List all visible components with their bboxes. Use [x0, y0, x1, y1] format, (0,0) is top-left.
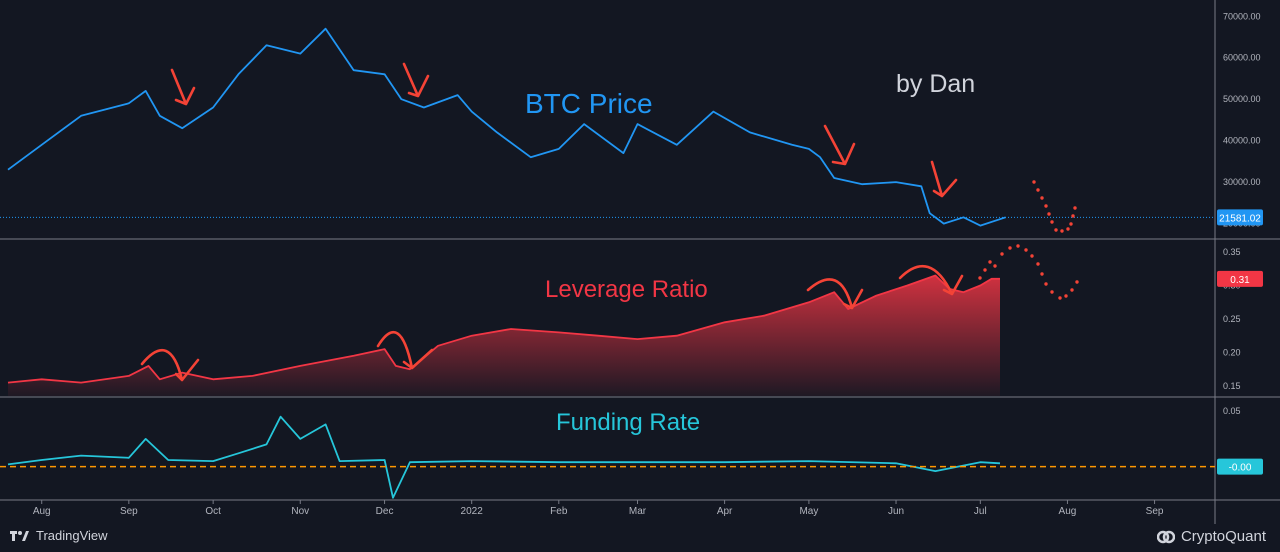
red-arrow-icon — [823, 124, 856, 166]
annotation-arrows — [140, 62, 964, 382]
red-arrow-icon — [170, 68, 196, 106]
red-arrow-icon — [402, 62, 430, 98]
red-arrow-icon — [140, 349, 200, 382]
chart-canvas: 70000.00 60000.00 50000.00 40000.00 30000.00… — [0, 0, 1280, 524]
forecast-dot — [1016, 244, 1020, 248]
forecast-dot — [1030, 254, 1034, 258]
forecast-dot — [1050, 220, 1054, 224]
btc-price-y-tick-label: 60000.00 — [1223, 53, 1261, 63]
leverage-ratio-title: Leverage Ratio — [545, 276, 708, 303]
funding-rate-current-value-badge — [1217, 458, 1263, 475]
cryptoquant-icon — [1156, 530, 1175, 543]
x-tick-label: May — [799, 506, 818, 517]
forecast-dot — [1036, 262, 1040, 266]
btc-price-y-tick-label: 40000.00 — [1223, 136, 1261, 146]
btc-price-current-value-badge — [1217, 209, 1263, 226]
forecast-dot — [1066, 227, 1070, 231]
btc-price-panel: 70000.00 60000.00 50000.00 40000.00 30000.00… — [0, 11, 1263, 229]
forecast-dot — [1073, 206, 1077, 210]
btc-price-y-tick-label: 30000.00 — [1223, 177, 1261, 187]
x-tick-label: Nov — [291, 506, 309, 517]
btc-price-y-tick-label: 70000.00 — [1223, 11, 1261, 21]
leverage-ratio-area — [8, 275, 1000, 396]
forecast-dot — [1071, 214, 1075, 218]
x-tick-label: 2022 — [461, 506, 484, 517]
btc-price-current-value-label: 21581.02 — [1219, 213, 1261, 224]
forecast-dot — [1040, 272, 1044, 276]
forecast-dot — [1070, 288, 1074, 292]
forecast-dot — [1064, 294, 1068, 298]
x-tick-label: Mar — [629, 506, 647, 517]
forecast-dot — [1008, 246, 1012, 250]
leverage-ratio-y-tick-label: 0.20 — [1223, 348, 1241, 358]
leverage-ratio-panel: 0.350.300.250.200.150.31 — [7, 247, 1263, 396]
footer-bar: TradingView CryptoQuant — [0, 524, 1280, 552]
forecast-dot — [1047, 212, 1051, 216]
x-tick-label: Sep — [120, 506, 138, 517]
x-tick-label: Feb — [550, 506, 568, 517]
forecast-dot — [1040, 196, 1044, 200]
leverage-ratio-y-tick-label: 0.35 — [1223, 247, 1241, 257]
x-tick-label: Jul — [974, 506, 987, 517]
red-arrow-icon — [898, 265, 964, 296]
forecast-dot — [988, 260, 992, 264]
x-tick-label: Dec — [376, 506, 394, 517]
btc-price-series-line — [7, 27, 1006, 227]
tradingview-icon — [10, 530, 29, 541]
cryptoquant-label: CryptoQuant — [1180, 528, 1266, 545]
funding-rate-y-tick-label: 0.05 — [1223, 406, 1241, 416]
forecast-dot — [1032, 180, 1036, 184]
tradingview-logo[interactable]: TradingView — [10, 528, 108, 543]
leverage-ratio-series-line — [7, 274, 1000, 384]
forecast-dot — [1036, 188, 1040, 192]
x-tick-label: Aug — [1059, 506, 1077, 517]
btc-price-y-tick-label: 50000.00 — [1223, 94, 1261, 104]
forecast-dot — [1024, 248, 1028, 252]
x-tick-label: Jun — [888, 506, 904, 517]
funding-rate-series-line — [7, 415, 1001, 499]
author-label: by Dan — [896, 70, 976, 98]
leverage-ratio-y-tick-label: 0.25 — [1223, 314, 1241, 324]
btc-price-title: BTC Price — [525, 88, 653, 119]
red-arrow-icon — [376, 330, 434, 370]
forecast-dot — [1050, 290, 1054, 294]
forecast-dot — [1060, 229, 1064, 233]
forecast-dot — [1075, 280, 1079, 284]
forecast-dot — [1044, 204, 1048, 208]
x-tick-label: Apr — [717, 506, 733, 517]
red-arrow-icon — [930, 160, 958, 198]
forecast-dot — [1069, 222, 1073, 226]
forecast-dot — [1058, 296, 1062, 300]
funding-rate-panel: 0.05 -0.00 — [0, 406, 1263, 499]
cryptoquant-logo: CryptoQuant — [1156, 528, 1266, 545]
forecast-dot — [983, 268, 987, 272]
funding-rate-title: Funding Rate — [556, 409, 701, 436]
forecast-dot — [1000, 252, 1004, 256]
leverage-ratio-y-tick-label: 0.15 — [1223, 381, 1241, 391]
forecast-dot — [978, 276, 982, 280]
forecast-dot — [993, 264, 997, 268]
x-tick-label: Sep — [1146, 506, 1164, 517]
forecast-dot — [1054, 228, 1058, 232]
leverage-ratio-current-value-badge — [1217, 270, 1263, 287]
funding-rate-current-value-label: -0.00 — [1229, 463, 1252, 474]
x-tick-label: Oct — [205, 506, 221, 517]
red-arrow-icon — [806, 278, 864, 310]
forecast-dot — [1044, 282, 1048, 286]
leverage-ratio-current-value-label: 0.31 — [1230, 275, 1250, 286]
forecast-dots — [978, 180, 1079, 300]
tradingview-label: TradingView — [36, 528, 108, 543]
x-tick-label: Aug — [33, 506, 51, 517]
